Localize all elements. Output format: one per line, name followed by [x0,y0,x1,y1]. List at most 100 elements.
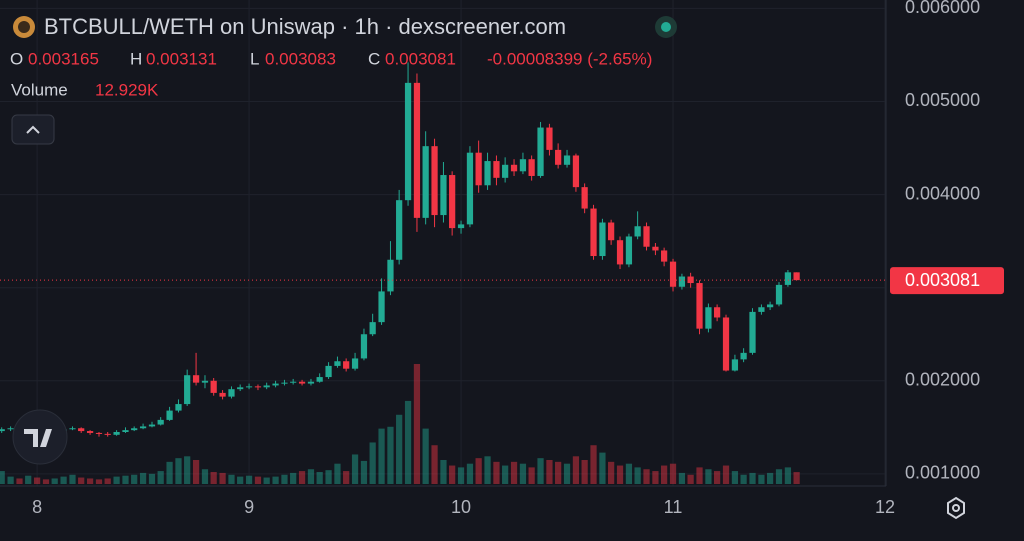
volume-bar [404,400,412,484]
volume-bar [608,461,615,484]
x-tick-label: 9 [244,497,254,517]
volume-bar [272,476,279,484]
candle-body [599,222,606,257]
candle-body [555,149,562,165]
candle-body [705,307,712,329]
candle-body [422,146,429,218]
volume-bar [661,465,668,484]
volume-bar [210,472,217,484]
candle-body [369,322,376,335]
volume-bar [298,471,306,484]
volume-bar [25,475,32,484]
candle-body [475,152,482,186]
volume-bar [113,476,120,484]
candle-body [272,383,279,386]
volume-bar [290,472,297,484]
volume-bar [16,478,23,484]
volume-bar [254,476,262,484]
candle-body [678,276,686,287]
candle-body [431,146,438,216]
volume-bar [86,478,94,484]
volume-bar [563,463,571,484]
candle-body [0,429,5,432]
candle-body [625,236,633,265]
volume-bar [643,469,650,484]
volume-bar [281,474,288,484]
ohlc-value: 0.003081 [385,49,456,68]
candle-body [184,375,191,405]
candle-body [78,428,85,432]
candle-body [404,82,412,201]
volume-bar [784,467,792,484]
candle-body [334,361,341,366]
candle-body [219,392,226,397]
candle-body [360,334,368,359]
volume-bar [131,474,138,484]
candle-body [731,359,739,371]
ohlc-key: C [368,49,380,68]
chevron-icon [26,125,40,134]
y-tick-label: 0.005000 [905,90,980,110]
volume-bar [360,460,368,484]
candle-body [784,272,792,285]
collapse-button[interactable] [11,114,55,145]
x-tick-label: 11 [664,497,683,517]
candle-body [758,307,765,312]
tradingview-logo[interactable] [12,409,68,465]
volume-bar [78,477,85,484]
volume-bar [528,467,535,484]
volume-bar [758,474,765,484]
volume-bar [475,458,482,484]
candle-body [449,175,456,229]
volume-bar [148,473,156,484]
volume-bar [413,364,421,484]
candle-body [351,358,359,369]
candle-body [237,387,244,390]
x-tick-label: 8 [32,497,42,517]
y-tick-label: 0.002000 [905,370,980,390]
candle-body [713,307,721,318]
candle-body [572,155,580,188]
volume-bar [519,463,527,484]
volume-bar [793,472,800,484]
volume-bar [396,414,403,484]
candle-body [387,259,394,292]
plot-area [0,0,886,486]
volume-bar [502,465,509,484]
volume-bar [139,472,147,484]
chart-title: BTCBULL/WETH on Uniswap · 1h · dexscreen… [44,14,566,39]
status-dot [661,22,671,32]
volume-bar [590,445,597,484]
candle-body [113,432,120,435]
y-tick-label: 0.006000 [905,0,980,17]
volume-bar [599,452,606,484]
volume-bar [7,476,14,484]
candle-body [148,424,156,427]
volume-bar [95,479,103,484]
volume-bar [334,463,341,484]
candle-body [581,187,588,209]
volume-bar [581,460,588,484]
settings-icon [952,504,960,512]
y-tick-label: 0.001000 [905,463,980,483]
volume-bar [60,476,67,484]
settings-button[interactable] [947,496,965,520]
volume-bar [422,428,429,484]
change: -0.00008399 (-2.65%) [487,49,652,68]
candle-body [316,377,323,382]
volume-bar [175,458,182,484]
volume-bar [219,472,226,484]
volume-bar [122,475,129,484]
candle-body [519,159,527,172]
candle-body [325,365,332,378]
candle-body [281,382,288,384]
volume-bar [157,471,164,484]
volume-bar [440,460,447,484]
candle-body [643,226,650,247]
volume-bar [245,475,253,484]
candle-body [298,381,306,384]
volume-bar [493,461,500,484]
volume-bar [0,471,5,484]
